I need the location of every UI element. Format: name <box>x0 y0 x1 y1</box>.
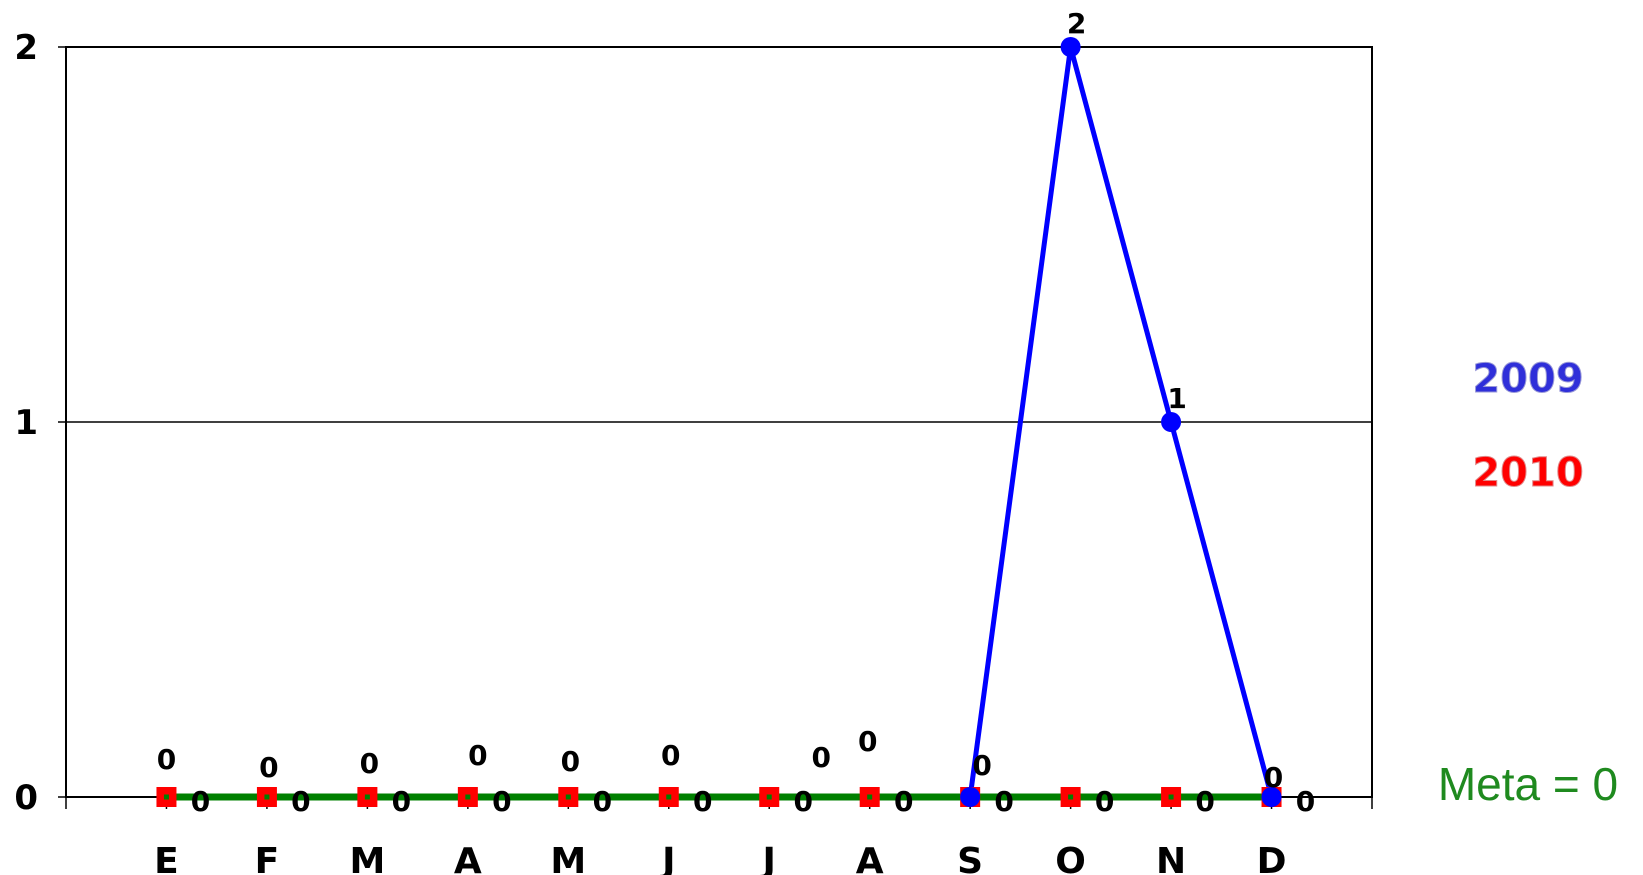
series-2010-label-3: 0 <box>492 785 511 818</box>
x-tick-label-8: S <box>957 841 983 875</box>
series-2010-label-4: 0 <box>593 785 612 818</box>
series-2010-label-11: 0 <box>1296 785 1315 818</box>
series-2009-label-9: 2 <box>1067 7 1086 40</box>
target-marker-0 <box>163 794 169 800</box>
series-2009-label-10: 1 <box>1167 382 1186 415</box>
series-2009-label-2: 0 <box>360 747 379 780</box>
series-2010-label-9: 0 <box>1095 785 1114 818</box>
target-marker-7 <box>867 794 873 800</box>
x-tick-label-11: D <box>1257 841 1287 875</box>
y-tick-label-1: 1 <box>14 403 38 443</box>
x-tick-label-3: A <box>454 841 482 875</box>
x-tick-label-2: M <box>349 841 385 875</box>
series-2009-point-8 <box>960 787 981 807</box>
series-2009-label-4: 0 <box>561 745 580 778</box>
y-tick-label-2: 2 <box>14 28 38 68</box>
series-2009-point-9 <box>1060 37 1081 57</box>
legend-2009: 2009 <box>1472 356 1583 402</box>
target-marker-1 <box>264 794 270 800</box>
series-2009-label-5: 0 <box>661 739 680 772</box>
series-2010-label-1: 0 <box>291 785 310 818</box>
series <box>156 37 1282 807</box>
series-2009-line <box>967 44 1274 798</box>
target-label: Meta = 0 <box>1438 758 1618 810</box>
series-2009-label-7: 0 <box>858 725 877 758</box>
target-marker-3 <box>465 794 471 800</box>
series-2010-label-2: 0 <box>392 785 411 818</box>
x-tick-label-0: E <box>154 841 179 875</box>
series-2010-label-6: 0 <box>793 785 812 818</box>
series-2009-label-8: 0 <box>972 749 991 782</box>
x-tick-label-4: M <box>550 841 586 875</box>
series-2009-label-6: 0 <box>811 741 830 774</box>
series-2010-label-8: 0 <box>994 785 1013 818</box>
series-2009-point-11 <box>1261 787 1282 807</box>
series-2010-label-7: 0 <box>894 785 913 818</box>
legend-2010: 2010 <box>1472 450 1583 496</box>
target-marker-9 <box>1068 794 1074 800</box>
x-tick-label-10: N <box>1156 841 1186 875</box>
target-marker-6 <box>766 794 772 800</box>
series-2010-label-0: 0 <box>191 785 210 818</box>
series-2010-label-5: 0 <box>693 785 712 818</box>
x-tick-label-9: O <box>1055 841 1086 875</box>
series-2009-label-0: 0 <box>157 743 176 776</box>
x-tick-label-1: F <box>255 841 280 875</box>
series-2009-label-3: 0 <box>468 739 487 772</box>
x-tick-label-7: A <box>856 841 884 875</box>
y-axis: 0 1 2 <box>14 28 66 818</box>
series-2009-point-10 <box>1161 412 1182 432</box>
series-2009-label-1: 0 <box>259 751 278 784</box>
series-2010-label-10: 0 <box>1195 785 1214 818</box>
x-tick-label-6: J <box>760 841 776 875</box>
target-marker-10 <box>1168 794 1174 800</box>
target-marker-5 <box>666 794 672 800</box>
x-tick-label-5: J <box>659 841 675 875</box>
y-tick-label-0: 0 <box>14 778 38 818</box>
target-marker-2 <box>364 794 370 800</box>
target-marker-4 <box>565 794 571 800</box>
series-2009-label-11: 0 <box>1264 761 1283 794</box>
